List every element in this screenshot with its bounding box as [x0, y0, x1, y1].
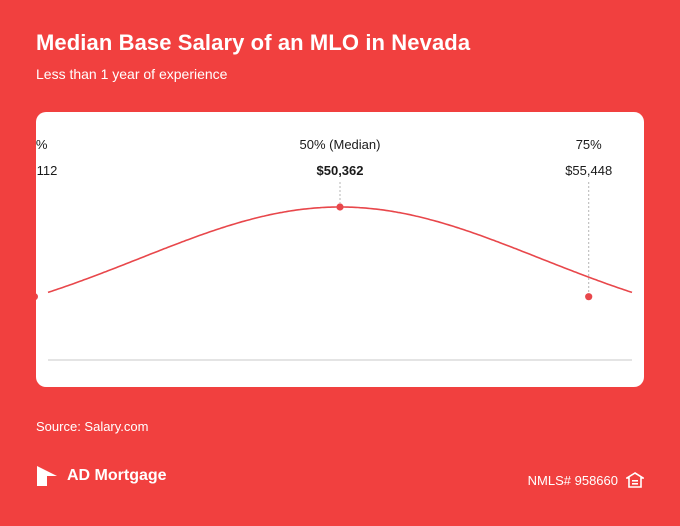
percentile-point [336, 203, 344, 211]
percentile-label: 50% (Median) [300, 137, 381, 152]
nmls-block: NMLS# 958660 [528, 472, 644, 488]
source-note: Source: Salary.com [36, 419, 149, 434]
percentile-point [585, 293, 593, 301]
nmls-number: NMLS# 958660 [527, 472, 618, 488]
salary-value-label: $55,448 [565, 163, 612, 178]
percentile-label: 75% [576, 137, 602, 152]
percentile-point [36, 293, 38, 300]
equal-housing-icon [626, 472, 644, 488]
page-title: Median Base Salary of an MLO in Nevada [36, 30, 471, 55]
salary-value-label: $44,112 [36, 163, 57, 178]
ad-mortgage-logo-icon [37, 466, 57, 486]
percentile-label: 25% [36, 137, 48, 152]
salary-value-label: $50,362 [317, 163, 364, 178]
page-subtitle: Less than 1 year of experience [36, 66, 228, 82]
brand-name: AD Mortgage [67, 467, 167, 484]
brand: AD Mortgage [36, 465, 167, 487]
distribution-curve [47, 206, 633, 294]
